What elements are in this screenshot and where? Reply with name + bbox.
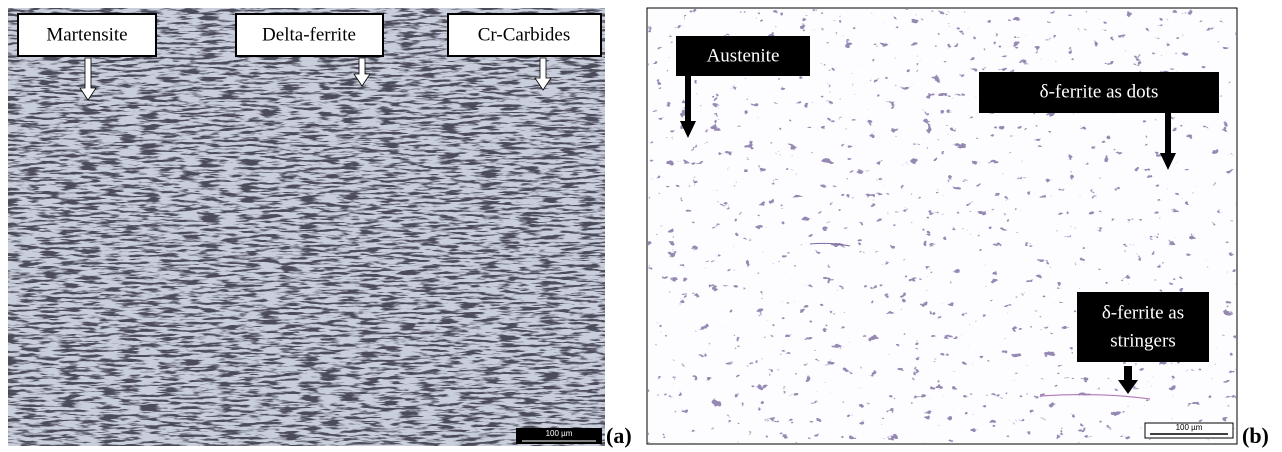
panel-label: (b) (1242, 423, 1269, 448)
figure: Martensite Delta-ferrite Cr-Carbides 100… (0, 0, 1282, 452)
scale-bar: 100 µm (1145, 423, 1233, 438)
annotation-text: Martensite (46, 24, 127, 45)
micrograph-a (8, 8, 605, 446)
annotation-text: δ-ferrite as (1102, 302, 1184, 323)
annotation-text: Austenite (707, 45, 780, 66)
annotation-text: δ-ferrite as dots (1040, 81, 1159, 102)
panel-label: (a) (606, 423, 632, 448)
scale-bar: 100 µm (516, 428, 602, 444)
scale-bar-text: 100 µm (1176, 423, 1203, 432)
page: Martensite Delta-ferrite Cr-Carbides 100… (0, 0, 1282, 452)
scale-bar-text: 100 µm (546, 429, 573, 438)
annotation-text: Cr-Carbides (478, 24, 571, 45)
annotation-text: Delta-ferrite (262, 24, 356, 45)
annotation-text: stringers (1110, 330, 1175, 351)
